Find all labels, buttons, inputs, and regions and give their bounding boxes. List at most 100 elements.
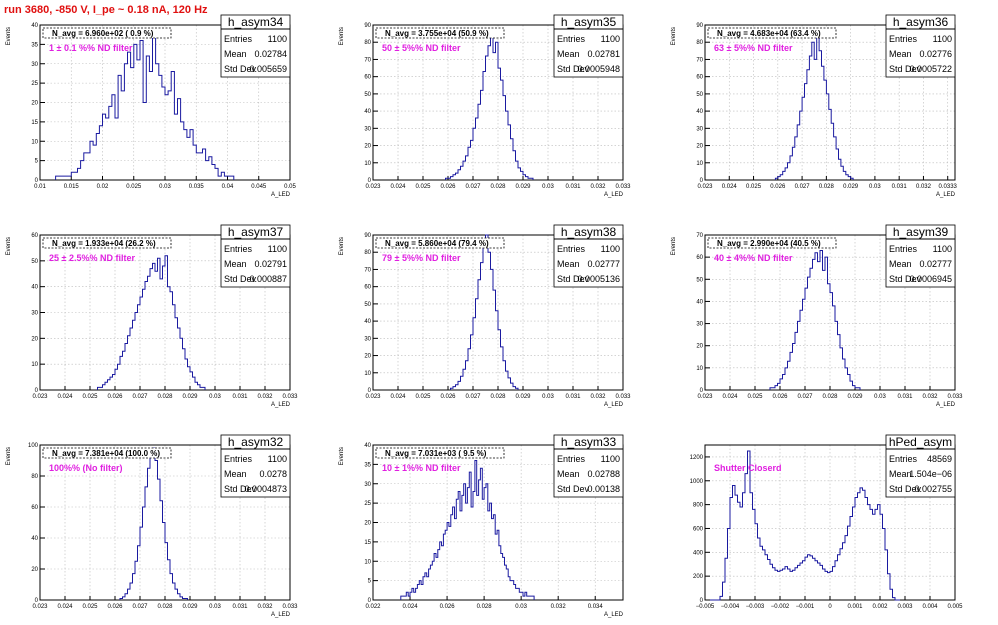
stats-label: Mean: [557, 469, 580, 479]
stats-mean: 0.02791: [254, 259, 287, 269]
y-tick-label: 400: [693, 550, 704, 556]
stats-title: hPed_asym: [889, 435, 952, 449]
x-tick-label: 0.005: [947, 604, 963, 610]
x-axis-title: A_LED: [271, 192, 291, 198]
y-axis-title: Events: [6, 27, 12, 45]
y-tick-label: 20: [364, 354, 371, 360]
panel-h_asym35: 0.023 0.024 0.025 0.026 0.027 0.028 0.029 0.03 0…: [339, 14, 631, 198]
x-tick-label: −0.005: [696, 604, 715, 610]
y-tick-label: 30: [364, 482, 371, 488]
x-tick-label: 0.026: [107, 394, 123, 400]
x-tick-label: 0.03: [209, 394, 221, 400]
x-tick-label: 0.031: [565, 184, 581, 190]
run-title: run 3680, -850 V, I_pe ~ 0.18 nA, 120 Hz: [4, 4, 208, 16]
navg-box: [42, 27, 172, 39]
filter-label: 40 ± 4%% ND filter: [714, 253, 793, 263]
x-axis-title: A_LED: [271, 612, 291, 618]
stats-label: Entries: [224, 244, 253, 254]
y-axis-title: Events: [6, 447, 12, 465]
histogram-line: [710, 450, 900, 601]
stats-label: Entries: [557, 34, 586, 44]
navg-box: [707, 27, 837, 39]
x-tick-label: 0.032: [551, 604, 567, 610]
y-tick-label: 20: [31, 336, 38, 342]
y-tick-label: 50: [696, 92, 703, 98]
navg-box: [707, 237, 837, 249]
x-tick-label: 0.028: [490, 394, 506, 400]
stats-label: Std Dev: [889, 484, 922, 494]
y-tick-label: 70: [696, 57, 703, 63]
y-tick-label: 90: [364, 233, 371, 239]
stats-label: Mean: [557, 49, 580, 59]
x-tick-label: 0.03: [874, 394, 886, 400]
y-tick-label: 10: [31, 362, 38, 368]
y-tick-label: 20: [31, 101, 38, 107]
stats-label: Entries: [557, 454, 586, 464]
x-tick-label: 0.023: [697, 394, 713, 400]
x-tick-label: 0.032: [922, 394, 938, 400]
y-tick-label: 0: [368, 598, 372, 604]
filter-label: 1 ± 0.1 %% ND filter: [49, 43, 133, 53]
stats-title: h_asym35: [561, 15, 617, 29]
y-tick-label: 100: [28, 443, 39, 449]
y-tick-label: 10: [364, 371, 371, 377]
plot-frame: [372, 444, 624, 601]
panel-h_asym36: 0.023 0.024 0.025 0.026 0.027 0.028 0.029 0.03 0…: [671, 14, 958, 198]
stats-std: 0.0005722: [909, 64, 952, 74]
x-tick-label: 0.032: [257, 394, 273, 400]
filter-label: 100%% (No filter): [49, 463, 123, 473]
stats-title: h_asym39: [893, 225, 949, 239]
x-tick-label: 0.05: [284, 184, 296, 190]
filter-label: Shutter Closerd: [714, 463, 782, 473]
x-tick-label: 0.035: [189, 184, 205, 190]
stats-box: [553, 434, 624, 498]
y-tick-label: 0: [700, 598, 704, 604]
y-axis-title: Events: [6, 237, 12, 255]
y-tick-label: 35: [364, 462, 371, 468]
y-tick-label: 40: [364, 319, 371, 325]
navg-label: N_avg = 7.031e+03 ( 9.5 %): [385, 449, 487, 458]
navg-box: [375, 27, 505, 39]
plot-frame: [704, 444, 956, 601]
y-tick-label: 600: [693, 526, 704, 532]
y-tick-label: 50: [696, 277, 703, 283]
stats-label: Mean: [224, 49, 247, 59]
histogram-line: [774, 34, 854, 180]
y-tick-label: 0: [35, 598, 39, 604]
x-tick-label: 0.028: [477, 604, 493, 610]
x-tick-label: 0.024: [57, 394, 73, 400]
x-tick-label: 0.029: [847, 394, 863, 400]
x-tick-label: 0.03: [515, 604, 527, 610]
panel-hPed_asym: −0.005 −0.004 −0.003 −0.002 −0.001 0 0.001 0.00…: [690, 434, 963, 610]
y-tick-label: 30: [696, 126, 703, 132]
stats-mean: 0.02781: [587, 49, 620, 59]
x-tick-label: 0.026: [440, 604, 456, 610]
x-tick-label: 0.031: [232, 604, 248, 610]
x-tick-label: 0.033: [615, 394, 631, 400]
stats-title: h_asym37: [228, 225, 284, 239]
y-tick-label: 0: [700, 178, 704, 184]
x-axis-title: A_LED: [604, 192, 624, 198]
stats-box: [220, 434, 291, 498]
plot-frame: [704, 234, 956, 391]
x-tick-label: 0.01: [34, 184, 46, 190]
x-tick-label: 0.029: [515, 394, 531, 400]
x-tick-label: −0.003: [746, 604, 765, 610]
x-tick-label: 0.029: [515, 184, 531, 190]
x-tick-label: 0.023: [697, 184, 713, 190]
x-tick-label: 0.027: [132, 394, 148, 400]
y-tick-label: 10: [696, 366, 703, 372]
y-tick-label: 60: [364, 75, 371, 81]
x-tick-label: 0.029: [182, 604, 198, 610]
y-axis-title: Events: [339, 447, 345, 465]
x-tick-label: 0.026: [440, 394, 456, 400]
x-tick-label: 0.025: [126, 184, 142, 190]
y-tick-label: 80: [364, 250, 371, 256]
y-tick-label: 70: [364, 57, 371, 63]
x-tick-label: 0.023: [32, 394, 48, 400]
y-axis-title: Events: [339, 27, 345, 45]
y-tick-label: 35: [31, 42, 38, 48]
x-tick-label: 0.023: [365, 394, 381, 400]
stats-entries: 1100: [268, 454, 287, 464]
